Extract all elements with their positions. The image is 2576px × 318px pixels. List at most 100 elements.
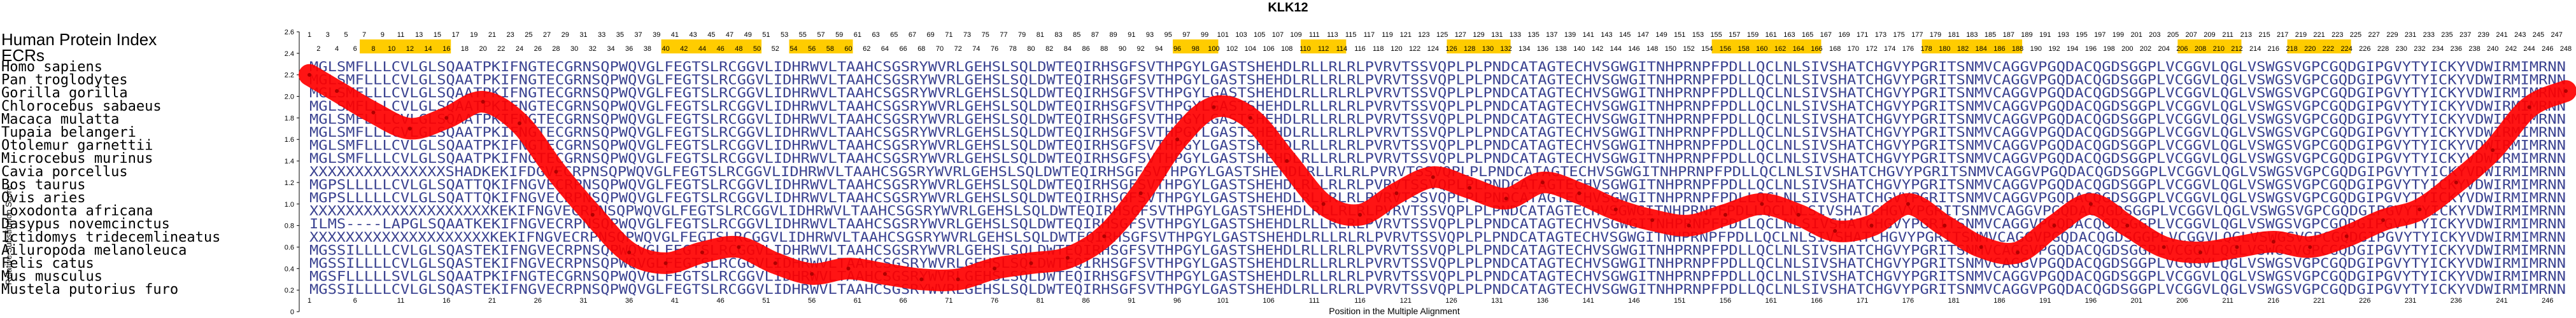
curve-point xyxy=(1285,159,1289,163)
curve-point xyxy=(444,116,449,120)
human-index-number: 148 xyxy=(1646,45,1658,53)
curve-point xyxy=(2198,250,2203,254)
human-index-number: 124 xyxy=(1427,45,1439,53)
human-index-number: 171 xyxy=(1857,31,1868,39)
x-tick-label: 86 xyxy=(1082,297,1089,305)
x-axis: 1 6 11 16 21 26 31 36 41 46 51 56 61 66 71 76 81 86 91 96 10… xyxy=(308,297,2554,305)
human-index-number: 143 xyxy=(1601,31,1612,39)
curve-point xyxy=(1212,105,1216,109)
human-index-number: 232 xyxy=(2414,45,2425,53)
human-index-number: 242 xyxy=(2505,45,2517,53)
human-index-number: 47 xyxy=(726,31,733,39)
human-index-number: 191 xyxy=(2039,31,2051,39)
human-index-number: 88 xyxy=(1100,45,1108,53)
ecr-box xyxy=(789,39,853,53)
x-tick-label: 51 xyxy=(762,297,770,305)
human-index-number: 237 xyxy=(2459,31,2471,39)
human-index-number: 211 xyxy=(2222,31,2233,39)
human-index-number: 56 xyxy=(808,45,816,53)
species-label: Ovis aries xyxy=(1,190,85,206)
x-tick-label: 126 xyxy=(1445,297,1457,305)
sequence-row: MGLSMFLLLCVLGLSQAATPKIFNGTECGRNSQPWQVGLF… xyxy=(309,85,2566,100)
x-tick-label: 196 xyxy=(2085,297,2097,305)
y-tick-label: 0.8 xyxy=(285,223,294,230)
human-index-number: 105 xyxy=(1254,31,1265,39)
curve-point xyxy=(700,250,704,254)
human-index-number: 53 xyxy=(781,31,788,39)
ecr-box xyxy=(1447,39,1511,53)
human-index-number: 168 xyxy=(1829,45,1841,53)
ecr-box xyxy=(1711,39,1822,53)
human-index-number: 222 xyxy=(2323,45,2334,53)
human-index-number: 27 xyxy=(543,31,551,39)
human-index-number: 169 xyxy=(1838,31,1850,39)
human-index-number: 50 xyxy=(753,45,761,53)
curve-point xyxy=(1796,212,1801,217)
human-index-number: 189 xyxy=(2021,31,2032,39)
x-tick-label: 36 xyxy=(625,297,633,305)
human-index-number: 60 xyxy=(844,45,852,53)
sequence-row: MGLSMFLLLCVLGLSQAATPKIFNGTECGRNSQPWQVGLF… xyxy=(309,125,2566,140)
human-index-number: 118 xyxy=(1373,45,1384,53)
human-index-number: 159 xyxy=(1747,31,1759,39)
x-tick-label: 146 xyxy=(1628,297,1639,305)
species-label: Gorilla gorilla xyxy=(1,85,128,101)
sequence-row: MGPSLLLLLCVLGLSQATTQKIFNGVECRPNSQPWQVGLF… xyxy=(309,190,2566,205)
x-tick-label: 16 xyxy=(442,297,450,305)
human-index-number: 86 xyxy=(1082,45,1089,53)
x-tick-label: 81 xyxy=(1037,297,1044,305)
human-index-number: 227 xyxy=(2368,31,2380,39)
curve-point xyxy=(1431,175,1435,179)
ecr-highlights xyxy=(360,39,2351,53)
human-index-number: 55 xyxy=(799,31,807,39)
human-index-number: 228 xyxy=(2377,45,2389,53)
curve-point xyxy=(2125,223,2130,228)
human-index-number: 162 xyxy=(1774,45,1786,53)
human-index-number: 57 xyxy=(817,31,824,39)
human-index-number: 139 xyxy=(1564,31,1576,39)
x-tick-label: 101 xyxy=(1217,297,1229,305)
x-tick-label: 46 xyxy=(717,297,725,305)
human-index-number: 119 xyxy=(1382,31,1393,39)
human-index-number: 99 xyxy=(1201,31,1208,39)
species-label: Bos taurus xyxy=(1,177,85,193)
x-tick-label: 26 xyxy=(534,297,542,305)
human-index-number: 221 xyxy=(2313,31,2325,39)
human-index-number: 48 xyxy=(735,45,742,53)
human-index-number: 75 xyxy=(982,31,989,39)
human-index-number: 192 xyxy=(2048,45,2060,53)
human-index-number: 19 xyxy=(470,31,478,39)
x-tick-label: 6 xyxy=(353,297,357,305)
curve-point xyxy=(2344,234,2349,238)
human-index-number: 197 xyxy=(2094,31,2105,39)
human-index-number: 240 xyxy=(2487,45,2498,53)
human-index-number: 14 xyxy=(424,45,432,53)
x-tick-label: 71 xyxy=(945,297,952,305)
curve-point xyxy=(2527,105,2531,109)
human-index-number: 158 xyxy=(1737,45,1749,53)
human-index-number: 89 xyxy=(1110,31,1117,39)
human-index-number: 156 xyxy=(1720,45,1731,53)
x-tick-label: 186 xyxy=(1993,297,2005,305)
species-label: Microcebus murinus xyxy=(1,151,153,167)
human-index-number: 199 xyxy=(2112,31,2124,39)
curve-point xyxy=(1175,137,1180,142)
human-index-number: 122 xyxy=(1409,45,1420,53)
human-index-number: 243 xyxy=(2514,31,2526,39)
curve-point xyxy=(2491,148,2495,153)
y-tick-label: 2.6 xyxy=(285,29,294,36)
human-index-number: 97 xyxy=(1182,31,1190,39)
human-index-number: 229 xyxy=(2386,31,2398,39)
human-index-number: 44 xyxy=(698,45,706,53)
human-index-number: 34 xyxy=(607,45,614,53)
human-index-number: 215 xyxy=(2258,31,2270,39)
ecr-box xyxy=(1300,39,1347,53)
x-tick-label: 121 xyxy=(1400,297,1412,305)
human-index-number: 68 xyxy=(917,45,925,53)
human-index-number: 114 xyxy=(1336,45,1348,53)
human-index-number: 110 xyxy=(1299,45,1311,53)
human-index-number: 5 xyxy=(344,31,348,39)
human-index-number: 160 xyxy=(1756,45,1767,53)
human-index-number: 203 xyxy=(2149,31,2160,39)
curve-point xyxy=(882,272,887,276)
